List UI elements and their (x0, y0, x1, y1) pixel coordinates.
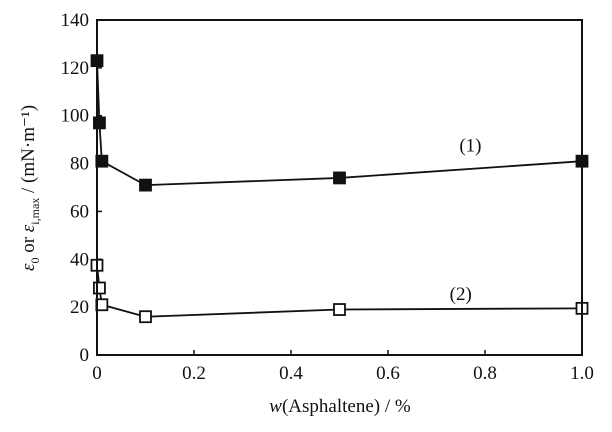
plot-frame (96, 19, 583, 356)
y-axis-label: ε0 or εi,max / (mN·m⁻¹) (18, 105, 42, 271)
y-tick-label: 0 (80, 345, 90, 366)
x-tick-label: 0.2 (182, 363, 206, 384)
data-point (333, 303, 346, 316)
series-line-1 (96, 60, 583, 187)
x-tick-label: 0.4 (279, 363, 303, 384)
y-tick-label: 20 (70, 297, 89, 318)
data-point (93, 281, 106, 295)
y-tick-label: 140 (61, 10, 90, 31)
data-point (333, 171, 346, 185)
y-tick-label: 80 (70, 154, 89, 175)
x-tick-label: 1.0 (570, 363, 594, 384)
x-tick-label: 0 (92, 363, 102, 384)
x-axis-label: w(Asphaltene) / % (269, 396, 411, 417)
y-tick-label: 120 (61, 58, 90, 79)
x-tick-label: 0.6 (376, 363, 400, 384)
data-point (93, 116, 106, 130)
x-tick-label: 0.8 (473, 363, 497, 384)
series-annotation: (2) (450, 284, 472, 305)
y-tick-label: 40 (70, 249, 89, 270)
data-point (139, 310, 152, 324)
y-tick-label: 100 (61, 106, 90, 127)
data-point (139, 178, 152, 192)
series-annotation: (1) (459, 136, 481, 157)
y-tick-label: 60 (70, 201, 89, 222)
